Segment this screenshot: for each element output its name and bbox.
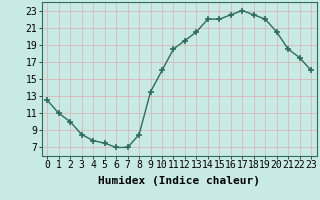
- X-axis label: Humidex (Indice chaleur): Humidex (Indice chaleur): [98, 176, 260, 186]
